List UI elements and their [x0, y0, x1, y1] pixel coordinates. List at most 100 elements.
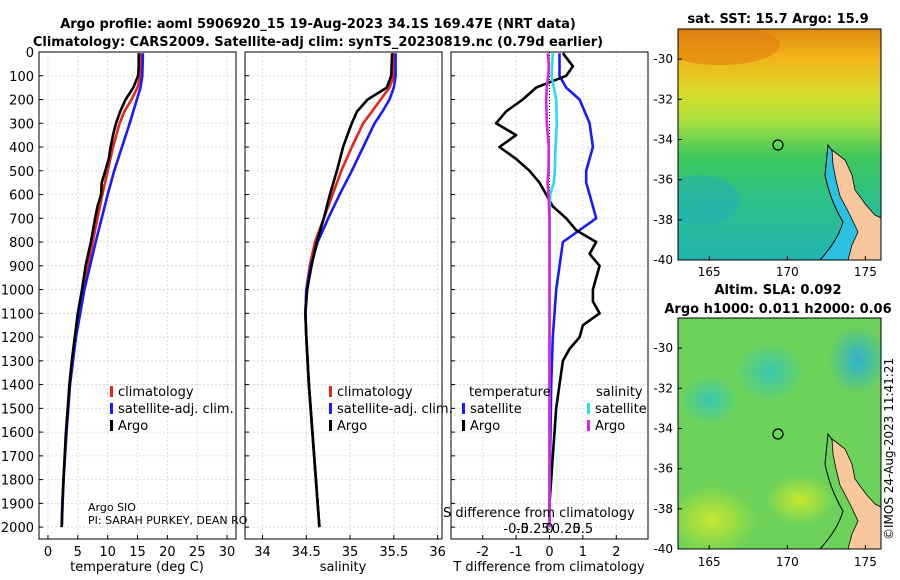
imos-timestamp: ©IMOS 24-Aug-2023 11:41:21	[882, 358, 896, 540]
legend-label-argo: Argo	[118, 419, 148, 434]
figure-title-line1: Argo profile: aoml 5906920_15 19-Aug-202…	[60, 17, 576, 32]
temperature-panel: 0100200300400500600700800900100011001200…	[1, 46, 248, 575]
depth-label-900: 900	[9, 260, 34, 275]
xtick-label-35.5: 35.5	[379, 545, 408, 560]
xtick-label-30: 30	[219, 545, 236, 560]
depth-label-100: 100	[9, 70, 34, 85]
sst-map-panel: sat. SST: 15.7 Argo: 15.9 -40 -38 -36 -34 -3…	[653, 12, 882, 279]
xtick-label--1: -1	[510, 545, 523, 560]
sla-map-title-line2: Argo h1000: 0.011 h2000: 0.06	[664, 302, 891, 317]
sal-diff-tick-label-0: -0.5	[503, 522, 528, 537]
xtick-label-2: 2	[612, 545, 620, 560]
xtick-label-1: 1	[579, 545, 587, 560]
series-line-satellite-adj-clim-	[60, 53, 145, 528]
sla-lon-tick-labels: 165 170 175	[698, 545, 877, 569]
sst-map-frame	[677, 28, 882, 261]
difference-legend: temperature salinity satellite Argo sate…	[462, 385, 647, 434]
xtick-label-15: 15	[129, 545, 146, 560]
sla-float-marker	[772, 428, 784, 440]
sla-lat-tick-labels: -40 -38 -36 -34 -32 -30	[653, 341, 682, 556]
xtick-label-5: 5	[74, 545, 82, 560]
sla-map-title-line1: Altim. SLA: 0.092	[715, 283, 842, 298]
depth-label-1400: 1400	[1, 379, 34, 394]
credit-pi: PI: SARAH PURKEY, DEAN RO	[88, 514, 248, 527]
depth-label-1800: 1800	[1, 474, 34, 489]
map1-lon-label-2: 175	[854, 265, 877, 279]
depth-label-600: 600	[9, 189, 34, 204]
legend-swatch-climatology	[329, 386, 332, 397]
map1-lat-label-0: -40	[653, 253, 673, 267]
salinity-series	[304, 53, 397, 528]
depth-label-300: 300	[9, 117, 34, 132]
difference-series	[494, 52, 601, 528]
sst-cool-patch	[678, 175, 740, 225]
sst-warm-patch	[678, 29, 780, 65]
sal-diff-tick-label-1: -0.25	[516, 522, 550, 537]
depth-label-200: 200	[9, 94, 34, 109]
legend-swatch-satellite	[110, 403, 113, 414]
map2-lat-label-4: -32	[653, 381, 673, 395]
sal-diff-tick-label-2: 0	[545, 522, 553, 537]
depth-tick-labels: 0 100 200 300 400 500 600 700 800 900 1000 1100 1200…	[1, 46, 34, 536]
legend-label-temp-argo: Argo	[470, 419, 500, 434]
map1-lat-label-1: -38	[653, 213, 673, 227]
depth-label-1200: 1200	[1, 331, 34, 346]
xtick-label-36: 36	[429, 545, 446, 560]
map2-lat-label-1: -38	[653, 502, 673, 516]
temperature-grid	[39, 51, 236, 539]
salinity-legend: climatology satellite-adj. clim. Argo	[329, 385, 453, 434]
legend-label-climatology: climatology	[337, 385, 413, 400]
map1-lon-label-1: 170	[776, 265, 799, 279]
depth-label-0: 0	[26, 46, 34, 61]
xtick-label-20: 20	[159, 545, 176, 560]
legend-swatch-sal-argo	[587, 420, 590, 431]
credit-group: Argo SIO	[88, 501, 136, 514]
legend-label-climatology: climatology	[118, 385, 194, 400]
depth-label-1300: 1300	[1, 355, 34, 370]
sla-low-patch	[678, 485, 757, 549]
depth-label-700: 700	[9, 212, 34, 227]
map1-lat-label-3: -34	[653, 132, 673, 146]
map1-lat-label-2: -36	[653, 173, 673, 187]
temperature-axes-frame	[38, 51, 237, 540]
sla-map-frame	[677, 317, 882, 550]
difference-xlabel: T difference from climatology	[452, 560, 645, 575]
legend-label-temp-satellite: satellite	[470, 402, 522, 417]
sal-diff-tick-label-3: 0.25	[552, 522, 581, 537]
sla-south-patch	[765, 475, 835, 525]
depth-label-1700: 1700	[1, 450, 34, 465]
map1-lat-label-5: -30	[653, 52, 673, 66]
depth-label-1900: 1900	[1, 497, 34, 512]
temperature-xlabel: temperature (deg C)	[70, 560, 204, 575]
map2-lat-label-5: -30	[653, 341, 673, 355]
depth-label-1600: 1600	[1, 426, 34, 441]
series-line-argo	[60, 53, 140, 528]
salinity-difference-axis-label: S difference from climatology	[443, 506, 635, 521]
figure-title-line2: Climatology: CARS2009. Satellite-adj cli…	[33, 35, 603, 50]
sst-lat-tick-labels: -40 -38 -36 -34 -32 -30	[653, 52, 682, 267]
series-line-argo-salinity-	[544, 53, 551, 528]
map2-lat-label-3: -34	[653, 421, 673, 435]
legend-swatch-argo	[329, 420, 332, 431]
map1-lat-label-4: -32	[653, 92, 673, 106]
salinity-tick-labels: 34 34.5 35 35.5 36	[254, 545, 446, 560]
map2-lat-label-2: -36	[653, 462, 673, 476]
xtick-label-34.5: 34.5	[292, 545, 321, 560]
sst-map-title: sat. SST: 15.7 Argo: 15.9	[687, 12, 868, 27]
legend-swatch-sal-satellite	[587, 403, 590, 414]
sla-land	[831, 438, 881, 549]
sal-diff-tick-label-4: 0.5	[573, 522, 594, 537]
xtick-label-0: 0	[545, 545, 553, 560]
sla-east-patch	[828, 325, 881, 395]
sla-map-panel: Altim. SLA: 0.092 Argo h1000: 0.011 h200…	[653, 283, 891, 569]
xtick-label--2: -2	[476, 545, 489, 560]
xtick-label-35: 35	[342, 545, 359, 560]
depth-label-1000: 1000	[1, 284, 34, 299]
xtick-label-34: 34	[254, 545, 271, 560]
series-line-satellite-temperature-	[548, 53, 598, 528]
depth-label-500: 500	[9, 165, 34, 180]
depth-label-1100: 1100	[1, 307, 34, 322]
